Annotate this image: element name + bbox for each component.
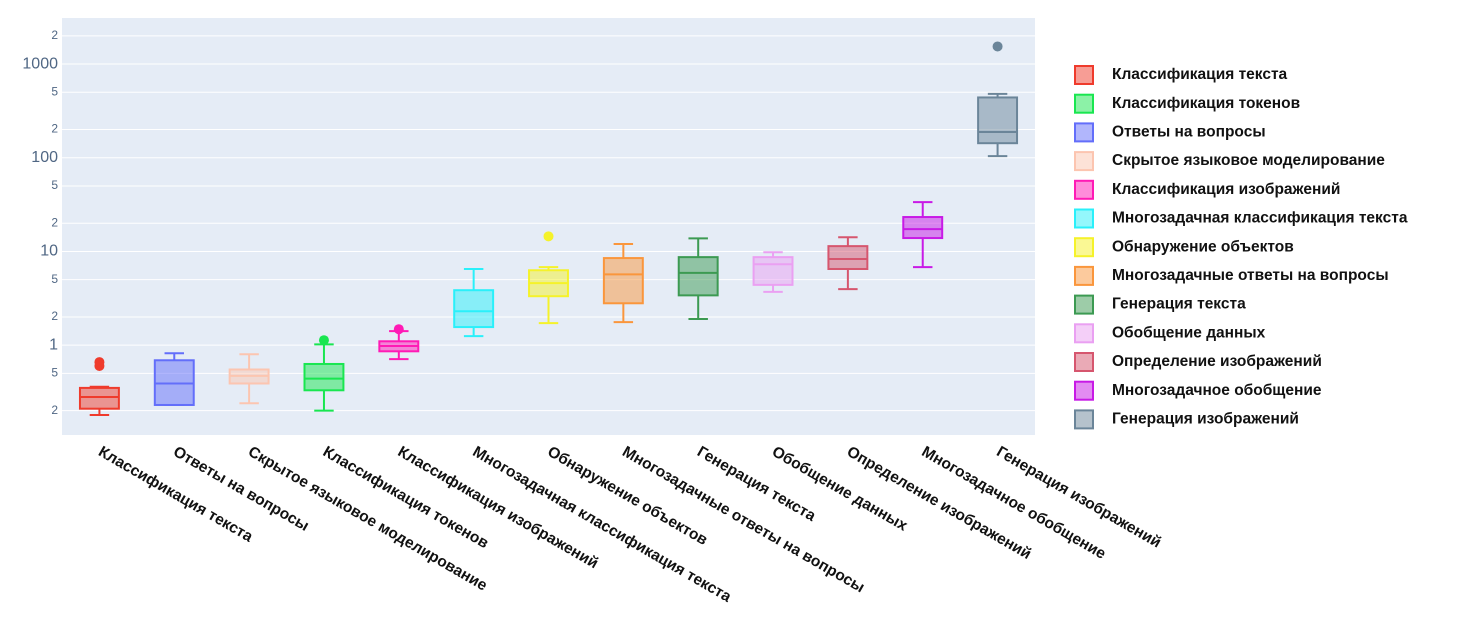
x-tick-label: Обобщение данных	[769, 443, 911, 535]
legend-swatch	[1074, 208, 1094, 229]
legend-label: Генерация изображений	[1112, 410, 1299, 427]
legend-swatch	[1074, 294, 1094, 315]
box	[78, 386, 120, 410]
plot-area	[62, 18, 1035, 435]
outlier	[543, 231, 554, 242]
y-tick-label: 5	[51, 178, 58, 192]
legend-swatch	[1074, 352, 1094, 372]
legend-swatch	[1074, 237, 1094, 258]
legend-label: Скрытое языковое моделирование	[1112, 152, 1385, 169]
y-tick-label: 1	[49, 336, 58, 353]
legend-label: Генерация текста	[1112, 296, 1246, 313]
y-tick-label: 2	[51, 122, 58, 136]
legend-label: Многозадачные ответы на вопросы	[1112, 267, 1389, 284]
legend-swatch	[1074, 323, 1094, 344]
y-tick-label: 1000	[22, 55, 58, 72]
y-tick-label: 10	[40, 243, 58, 260]
y-tick-label: 2	[51, 28, 58, 42]
legend-swatch	[1074, 151, 1094, 172]
legend-swatch	[1074, 93, 1094, 114]
outlier	[992, 41, 1003, 52]
legend-label: Классификация текста	[1112, 66, 1288, 83]
y-tick-label: 2	[51, 215, 58, 229]
legend-label: Обнаружение объектов	[1112, 238, 1294, 255]
legend-swatch	[1074, 409, 1094, 430]
legend-swatch	[1074, 65, 1094, 85]
y-tick-label: 5	[51, 366, 58, 380]
legend-swatch	[1074, 265, 1094, 286]
y-tick-label: 2	[51, 309, 58, 323]
box	[602, 257, 644, 305]
box	[752, 256, 794, 286]
y-tick-label: 100	[31, 149, 58, 166]
y-tick-label: 2	[51, 403, 58, 417]
outlier	[94, 357, 105, 368]
legend-label: Многозадачное обобщение	[1112, 382, 1322, 399]
legend-swatch	[1074, 122, 1094, 143]
legend-label: Классификация изображений	[1112, 181, 1340, 198]
box	[902, 216, 944, 240]
legend-swatch	[1074, 380, 1094, 401]
legend-label: Определение изображений	[1112, 353, 1322, 370]
x-tick-label: Ответы на вопросы	[170, 443, 311, 535]
outlier	[393, 324, 404, 335]
y-tick-label: 5	[51, 272, 58, 286]
box	[827, 245, 869, 270]
box	[303, 362, 345, 392]
legend-label: Ответы на вопросы	[1112, 123, 1266, 140]
box	[453, 289, 495, 329]
legend-label: Классификация токенов	[1112, 95, 1300, 112]
legend-label: Многозадачная классификация текста	[1112, 210, 1408, 227]
outlier	[318, 335, 329, 346]
box	[677, 256, 719, 297]
legend-label: Обобщение данных	[1112, 324, 1266, 341]
y-tick-label: 5	[51, 84, 58, 98]
box	[977, 96, 1019, 145]
legend-swatch	[1074, 179, 1094, 200]
